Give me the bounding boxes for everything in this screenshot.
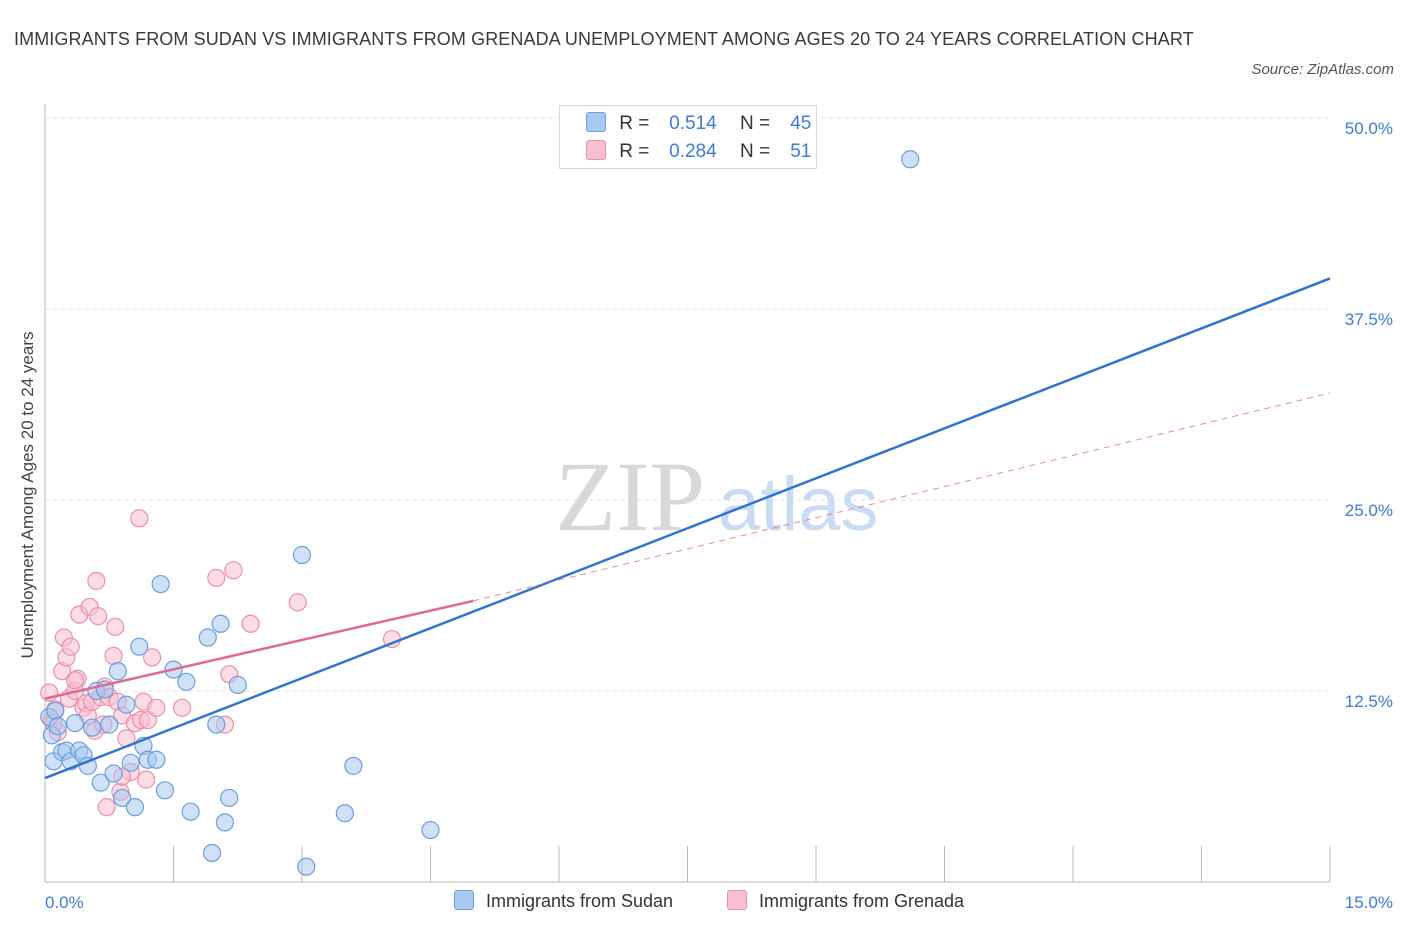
y-tick-label: 37.5% <box>1345 310 1393 329</box>
grenada-point <box>97 798 116 817</box>
y-axis-label: Unemployment Among Ages 20 to 24 years <box>18 332 37 659</box>
grenada-legend-swatch <box>727 890 747 910</box>
trendlines <box>44 277 1331 780</box>
watermark-zip: ZIP <box>555 441 705 552</box>
sudan-point <box>147 750 166 769</box>
sudan-point <box>65 713 85 733</box>
sudan-point <box>125 798 145 817</box>
grenada-point <box>142 648 162 667</box>
sudan-point <box>83 718 102 737</box>
y-tick-label: 25.0% <box>1345 501 1393 520</box>
sudan-point <box>155 781 175 800</box>
sudan-point <box>220 788 239 808</box>
sudan-point <box>901 150 920 169</box>
sudan-point <box>100 715 119 734</box>
grenada-point <box>130 509 149 528</box>
sudan-point <box>177 672 196 691</box>
sudan-point <box>344 756 363 775</box>
grenada-point <box>288 593 307 612</box>
sudan-legend-swatch <box>454 890 474 910</box>
grenada-point <box>241 614 260 633</box>
grenada-r-value: 0.284 <box>669 141 717 162</box>
grenada-point <box>104 646 123 665</box>
grenada-legend-label: Immigrants from Grenada <box>759 891 965 911</box>
sudan-point <box>215 813 234 832</box>
sudan-legend-label: Immigrants from Sudan <box>486 891 674 911</box>
grenada-r-label: R = <box>619 141 650 162</box>
sudan-r-label: R = <box>619 113 650 134</box>
sudan-n-label: N = <box>739 113 771 134</box>
sudan-r-value: 0.514 <box>669 113 717 134</box>
sudan-point <box>198 628 217 647</box>
tick-labels: 12.5% 25.0% 37.5% 50.0% 0.0% 15.0% <box>45 119 1393 912</box>
grenada-point <box>207 568 226 588</box>
grenada-point <box>147 698 166 717</box>
grenada-point <box>61 637 80 656</box>
y-tick-label: 50.0% <box>1345 119 1393 138</box>
sudan-trendline <box>44 277 1331 780</box>
sudan-swatch <box>586 112 606 132</box>
grenada-point <box>136 770 156 789</box>
grenada-swatch <box>586 140 606 160</box>
source-label: Source: ZipAtlas.com <box>1251 61 1394 78</box>
sudan-point <box>91 773 110 792</box>
sudan-point <box>121 753 140 772</box>
sudan-point <box>117 695 136 714</box>
grid-lines <box>45 117 1330 692</box>
x-tick-label-max: 15.0% <box>1345 893 1393 912</box>
grenada-n-value: 51 <box>790 141 812 162</box>
sudan-point <box>202 843 222 863</box>
sudan-point <box>108 662 127 681</box>
watermark-atlas: atlas <box>718 462 879 547</box>
grenada-point <box>106 617 125 636</box>
grenada-point <box>65 671 85 690</box>
sudan-point <box>292 545 312 565</box>
grenada-point <box>89 607 108 626</box>
sudan-point <box>228 675 247 694</box>
sudan-point <box>181 802 200 821</box>
sudan-point <box>211 614 230 633</box>
grenada-point <box>87 571 106 591</box>
sudan-point <box>48 717 67 736</box>
correlation-legend: R = 0.514 N = 45 R = 0.284 N = 51 <box>559 105 817 169</box>
bottom-legend-sudan: Immigrants from Sudan <box>454 890 673 912</box>
sudan-point <box>130 637 149 656</box>
sudan-point <box>46 701 65 720</box>
axes <box>44 104 1331 883</box>
sudan-point <box>207 715 226 734</box>
sudan-n-value: 45 <box>790 113 812 134</box>
grenada-points <box>40 509 402 817</box>
bottom-legend-grenada: Immigrants from Grenada <box>727 890 964 912</box>
chart-title: IMMIGRANTS FROM SUDAN VS IMMIGRANTS FROM… <box>14 29 1194 49</box>
grenada-point <box>224 561 243 580</box>
y-tick-label: 12.5% <box>1345 692 1393 711</box>
sudan-points <box>40 150 920 876</box>
sudan-point <box>297 857 316 876</box>
x-tick-label-min: 0.0% <box>45 893 84 912</box>
grenada-trendline <box>473 392 1331 602</box>
grenada-n-label: N = <box>739 141 771 162</box>
legend-row-sudan: R = 0.514 N = 45 <box>586 112 811 138</box>
sudan-point <box>104 764 123 783</box>
sudan-point <box>112 788 132 808</box>
sudan-point <box>421 820 440 840</box>
grenada-point <box>172 698 192 717</box>
sudan-point <box>151 574 170 594</box>
sudan-point <box>335 804 354 823</box>
grenada-trendline <box>44 599 474 700</box>
legend-row-grenada: R = 0.284 N = 51 <box>586 140 811 166</box>
